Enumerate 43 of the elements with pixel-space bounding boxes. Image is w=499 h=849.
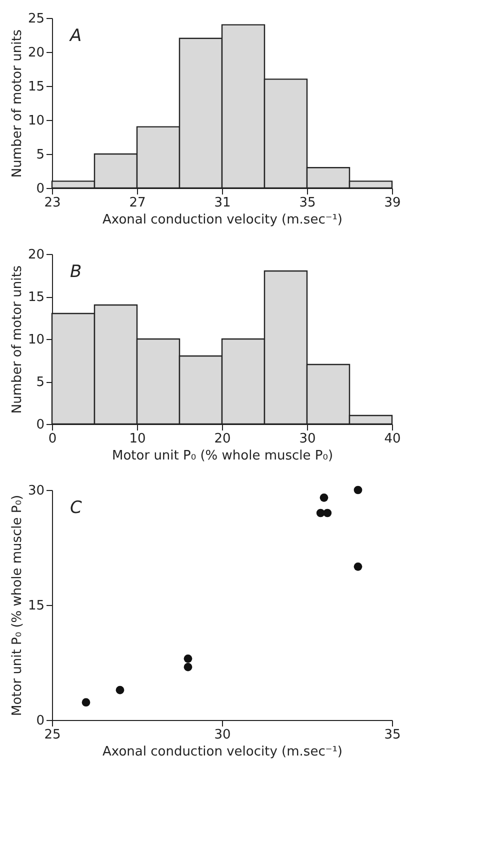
x-tick-label: 27 (129, 196, 146, 210)
x-tick-label: 0 (48, 432, 57, 446)
y-tick-label: 25 (28, 12, 44, 26)
x-tick-label: 30 (299, 432, 316, 446)
y-tick-label: 15 (28, 598, 44, 614)
x-axis-title: Motor unit P₀ (% whole muscle P₀) (112, 448, 334, 464)
x-tick-label: 35 (299, 196, 316, 210)
y-tick-label: 0 (36, 714, 44, 728)
x-tick-label: 10 (129, 432, 146, 446)
x-tick-label: 30 (214, 728, 231, 742)
point (82, 698, 90, 707)
x-tick-label: 40 (384, 432, 401, 446)
point (184, 654, 192, 663)
annotation: A (69, 26, 82, 46)
y-tick-label: 0 (36, 182, 44, 196)
y-axis-title: Motor unit P₀ (% whole muscle P₀) (10, 494, 25, 716)
x-tick-label: 35 (384, 728, 401, 742)
x-tick-label: 31 (214, 196, 231, 210)
x-tick-label: 23 (44, 196, 61, 210)
x-tick-label: 20 (214, 432, 231, 446)
y-tick-label: 15 (28, 290, 44, 305)
y-tick-label: 0 (36, 418, 44, 432)
y-tick-label: 10 (28, 114, 44, 128)
point (354, 562, 362, 571)
point (323, 508, 332, 518)
y-tick-label: 30 (28, 484, 44, 498)
point (116, 686, 124, 694)
y-tick-label: 10 (28, 332, 44, 348)
x-axis-title: Axonal conduction velocity (m.sec⁻¹) (102, 212, 342, 228)
y-tick-label: 5 (36, 375, 44, 390)
point (320, 493, 328, 502)
x-axis-title: Axonal conduction velocity (m.sec⁻¹) (102, 744, 342, 760)
y-tick-label: 20 (28, 248, 44, 262)
x-tick-label: 39 (384, 196, 401, 210)
y-axis-title: Number of motor units (10, 265, 25, 414)
y-tick-label: 15 (28, 80, 44, 94)
y-axis-title: Number of motor units (10, 29, 25, 178)
y-tick-label: 20 (28, 46, 44, 60)
annotation: B (70, 262, 82, 282)
annotation: C (70, 498, 82, 518)
point (354, 486, 362, 494)
point (184, 662, 192, 672)
y-tick-label: 5 (36, 148, 44, 162)
